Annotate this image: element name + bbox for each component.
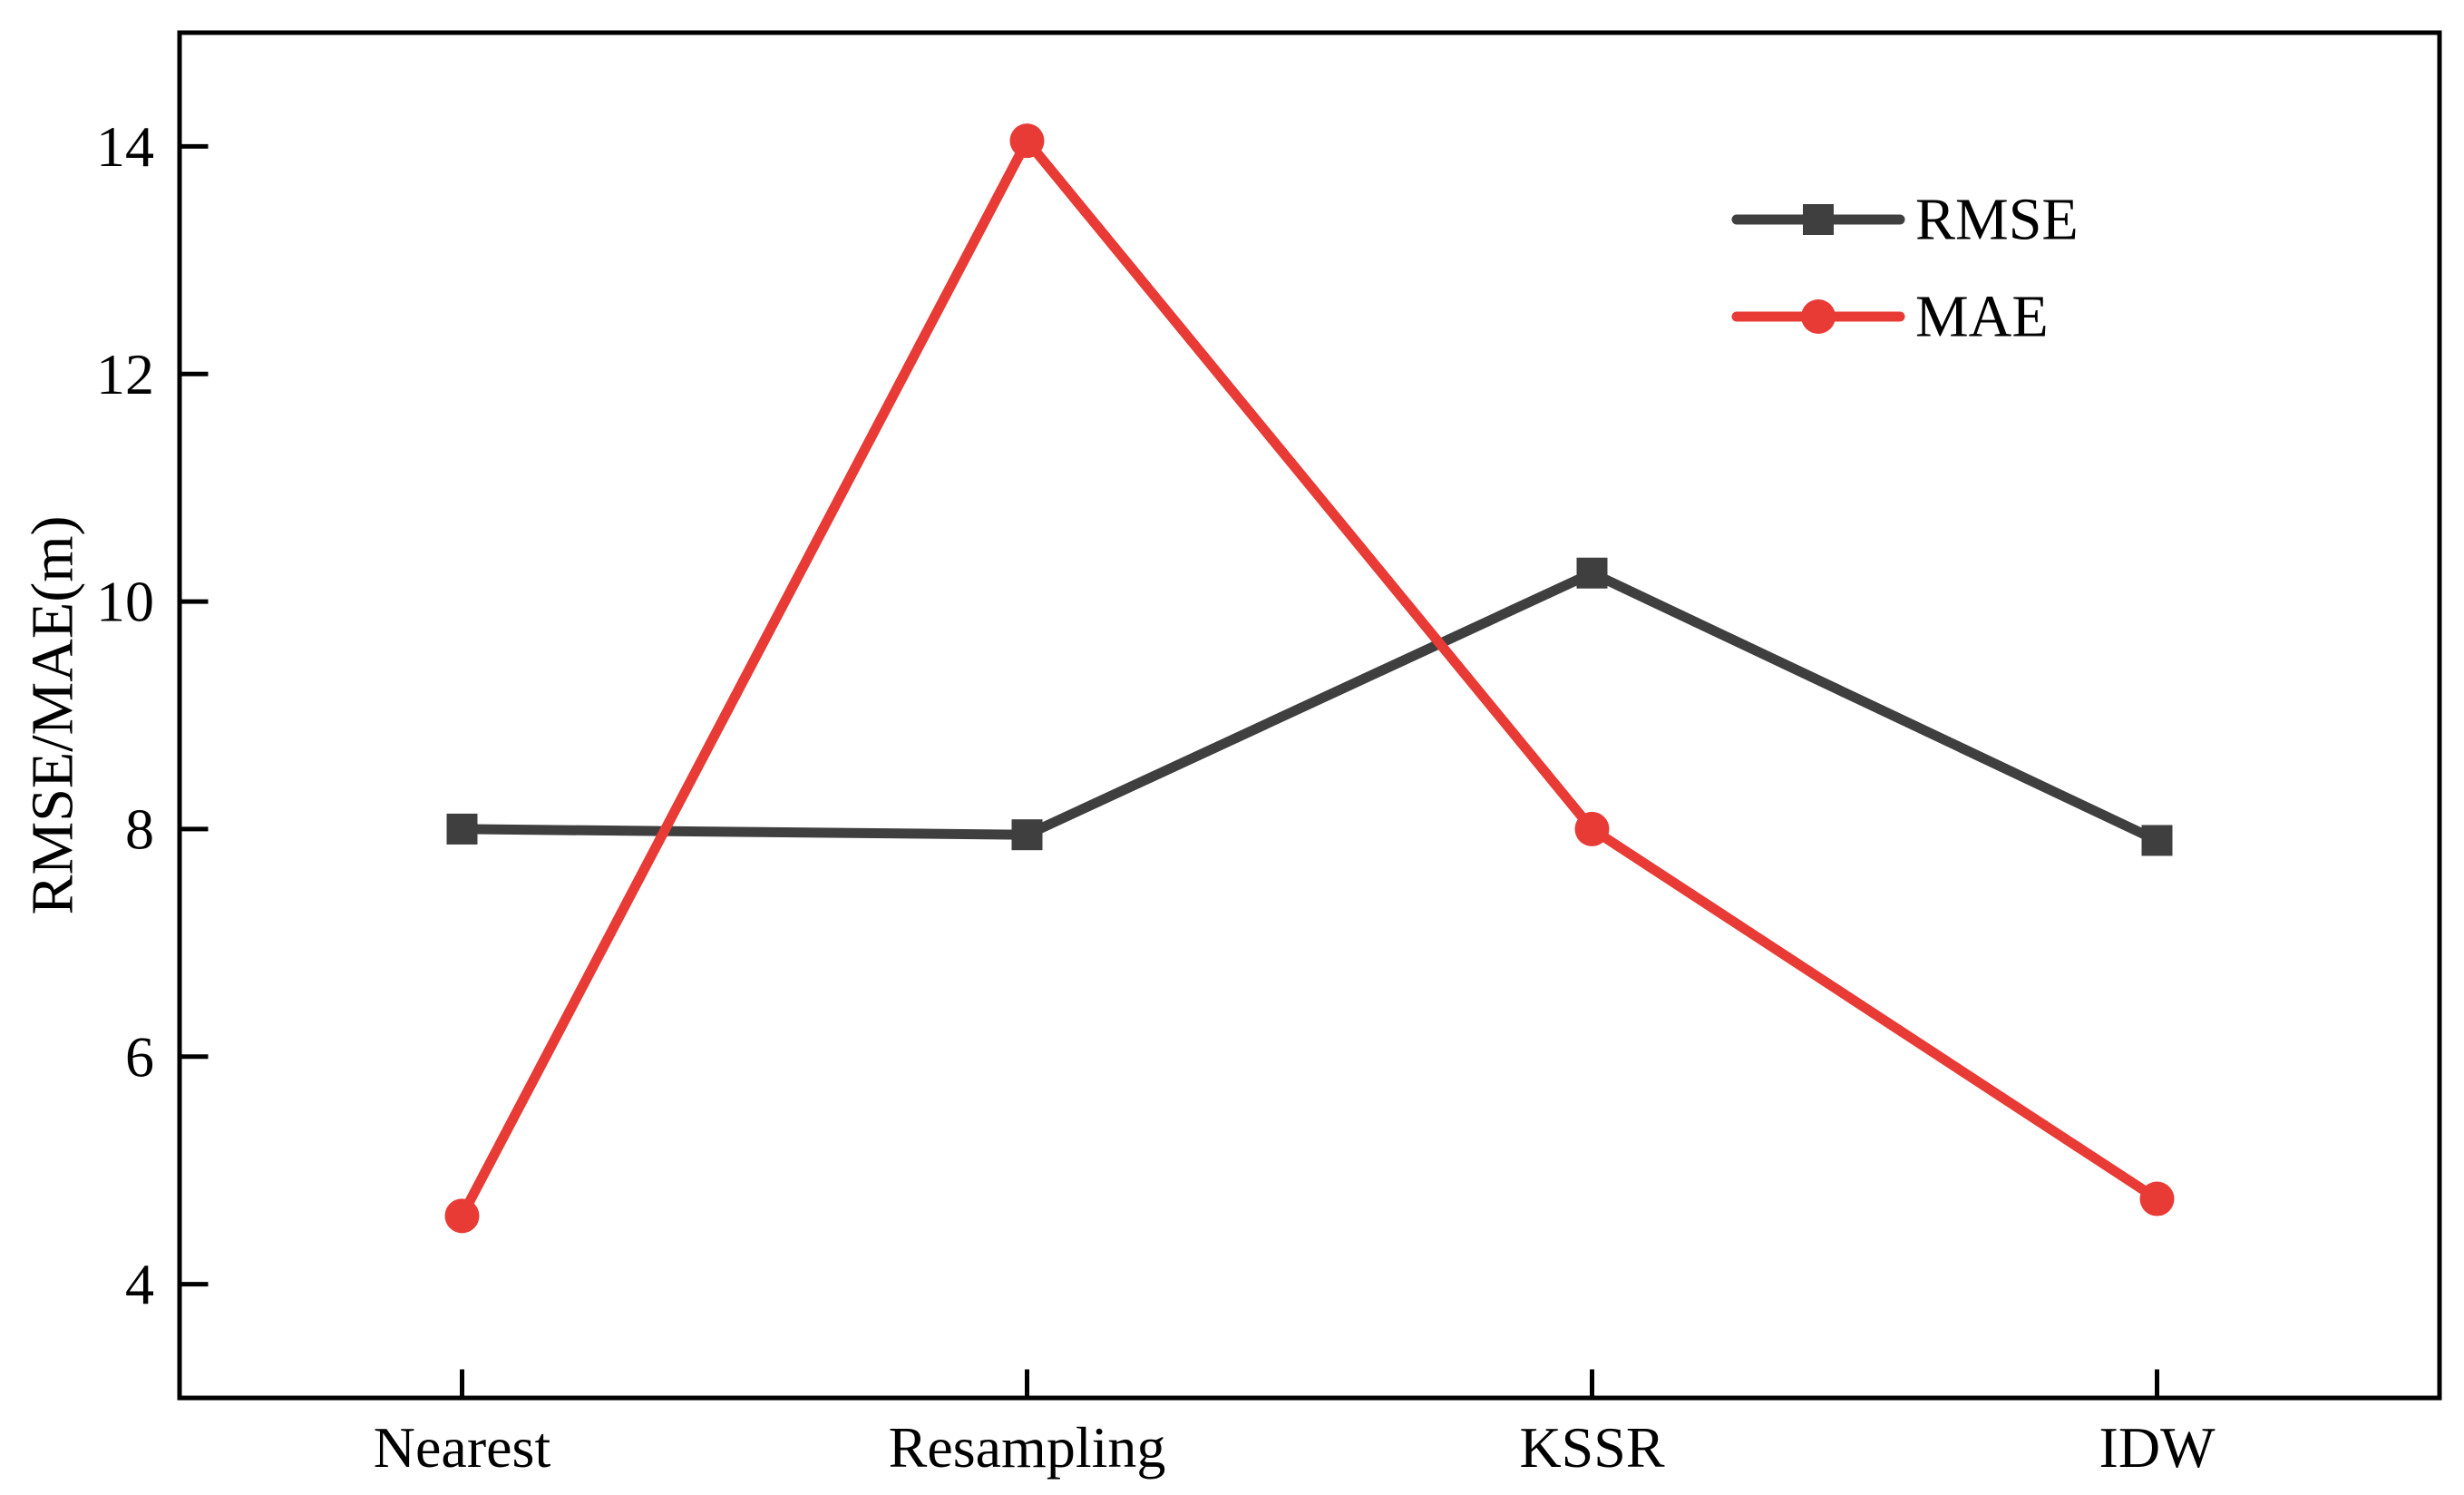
legend-item-mae: MAE: [1731, 284, 2049, 350]
rmse-marker-square: [1011, 819, 1043, 851]
y-tick-label: 8: [125, 796, 154, 861]
mae-series-line: [457, 132, 2162, 1221]
legend-marker-square: [1803, 204, 1834, 235]
rmse-marker-square: [1576, 557, 1608, 589]
y-tick-label: 6: [125, 1024, 154, 1089]
legend-item-rmse: RMSE: [1731, 187, 2079, 253]
y-tick-label: 10: [96, 570, 154, 634]
x-axis-category-label: Nearest: [374, 1415, 551, 1480]
mae-marker-circle: [1574, 811, 1610, 846]
legend-marker-circle: [1801, 299, 1836, 334]
x-axis-category-label: KSSR: [1519, 1415, 1664, 1480]
legend-label-rmse: RMSE: [1915, 187, 2079, 253]
x-axis-category-label: Resampling: [889, 1415, 1166, 1480]
mae-marker-circle: [444, 1198, 480, 1234]
mae-marker-circle: [2139, 1181, 2175, 1217]
plot-border: [177, 30, 2442, 1401]
y-axis-title: RMSE/MAE(m): [20, 515, 86, 914]
y-tick-label: 4: [125, 1252, 154, 1316]
legend-label-mae: MAE: [1915, 284, 2049, 350]
x-axis-category-label: IDW: [2099, 1415, 2216, 1480]
rmse-marker-square: [446, 813, 478, 845]
rmse-marker-square: [2141, 825, 2173, 856]
legend: RMSE MAE: [1731, 187, 2079, 350]
mae-marker-circle: [1009, 123, 1045, 159]
rmse-series-line: [457, 567, 2162, 845]
y-tick-label: 12: [96, 342, 154, 406]
y-tick-label: 14: [96, 114, 154, 179]
